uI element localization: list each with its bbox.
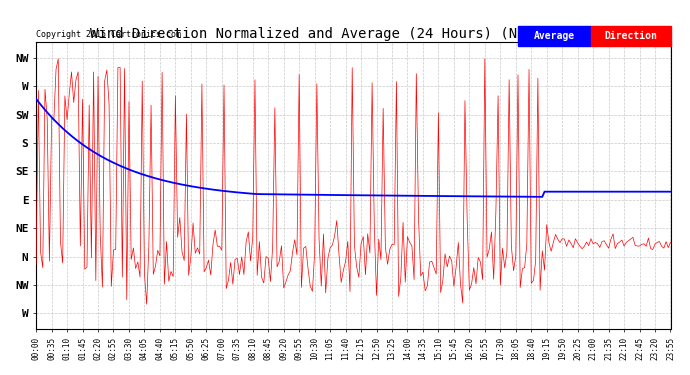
Bar <box>591 26 671 46</box>
Bar <box>518 26 591 46</box>
Text: Average: Average <box>534 32 575 41</box>
Text: Direction: Direction <box>604 32 658 41</box>
Text: Copyright 2015 Cartronics.com: Copyright 2015 Cartronics.com <box>36 30 181 39</box>
Title: Wind Direction Normalized and Average (24 Hours) (New) 20150327: Wind Direction Normalized and Average (2… <box>90 27 617 41</box>
